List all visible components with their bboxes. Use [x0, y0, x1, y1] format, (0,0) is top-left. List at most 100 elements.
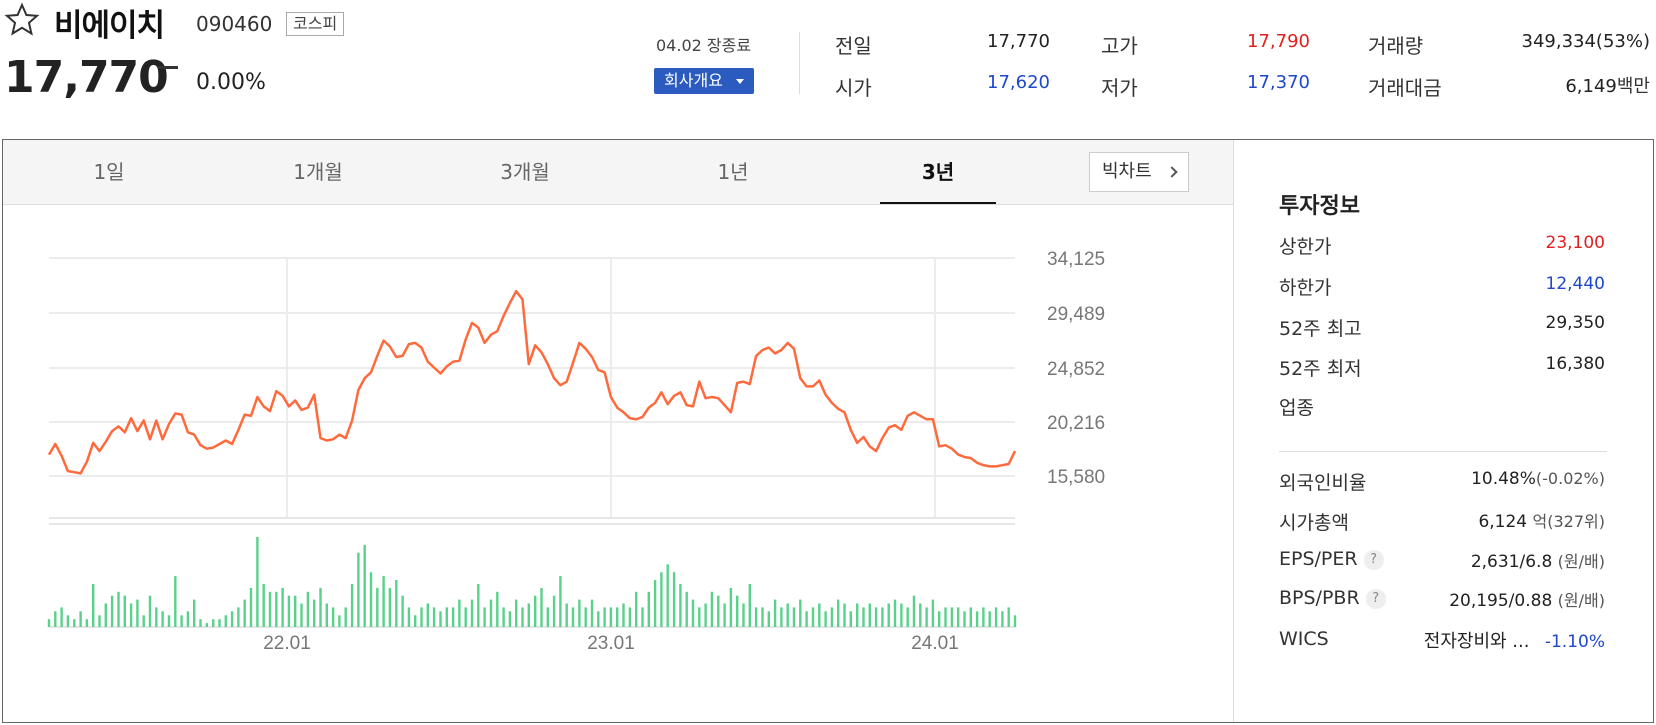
volume-bar	[325, 603, 328, 627]
volume-bar	[603, 607, 606, 627]
volume-bar	[919, 603, 922, 627]
volume-bar	[110, 595, 114, 627]
volume-bar	[489, 599, 493, 627]
volume-bar	[799, 599, 802, 627]
volume-bar	[338, 615, 341, 627]
tab-3months[interactable]: 3개월	[500, 160, 550, 184]
volume-bar	[982, 607, 985, 627]
volume-bar	[92, 584, 95, 627]
x-tick-label: 24.01	[911, 633, 959, 654]
volume-bar	[104, 603, 107, 627]
volume-bar	[439, 611, 442, 627]
volume-bar	[502, 607, 505, 627]
eps-per-value: 2,631/6.8 (원/배)	[1471, 548, 1605, 572]
volume-bar	[534, 595, 537, 627]
market-close-info: 04.02 장종료	[656, 36, 752, 55]
volume-bar	[180, 615, 183, 627]
help-icon[interactable]: ?	[1363, 550, 1384, 570]
volume-bar	[748, 584, 751, 627]
volume-bar	[262, 584, 265, 627]
eps-per-number: 2,631/6.8	[1470, 552, 1553, 572]
trading-amount-unit: 백만	[1616, 76, 1650, 97]
bps-pbr-label: BPS/PBR?	[1279, 587, 1386, 609]
favorite-star-icon[interactable]	[4, 2, 40, 38]
volume-bar	[552, 595, 556, 627]
volume-bar	[306, 591, 310, 627]
open-label: 시가	[835, 76, 872, 100]
tab-1month[interactable]: 1개월	[293, 160, 343, 184]
trading-amount-number: 6,149	[1565, 76, 1617, 97]
no-change-icon	[158, 66, 178, 69]
volume-bar	[975, 611, 979, 627]
big-chart-button[interactable]: 빅차트	[1089, 152, 1189, 192]
volume-bar	[653, 580, 657, 627]
bps-pbr-unit: (원/배)	[1557, 591, 1605, 610]
x-tick-label: 22.01	[263, 633, 311, 654]
high-label: 고가	[1101, 34, 1138, 58]
volume-bar	[938, 611, 941, 627]
volume-bar	[944, 607, 947, 627]
industry-label: 업종	[1279, 397, 1314, 419]
price-chart[interactable]: 34,125 29,489 24,852 20,216 15,580 22.01 23.01…	[3, 205, 1231, 723]
volume-bar	[445, 607, 448, 627]
volume-bar	[609, 607, 613, 627]
volume-bar	[142, 615, 145, 627]
high-value: 17,790	[1247, 31, 1310, 52]
volume-bar	[565, 603, 568, 627]
bps-pbr-number: 20,195/0.88	[1449, 591, 1553, 611]
volume-bar	[710, 591, 714, 627]
volume-bar	[691, 599, 695, 627]
tab-1day[interactable]: 1일	[93, 160, 125, 184]
volume-bar	[881, 607, 884, 627]
foreign-ratio-value: 10.48%(-0.02%)	[1471, 469, 1605, 489]
volume-bar	[925, 607, 928, 627]
wics-value[interactable]: 전자장비와 ... -1.10%	[1424, 627, 1605, 653]
volume-bar	[994, 607, 998, 627]
open-value: 17,620	[987, 72, 1050, 93]
x-tick-label: 23.01	[587, 633, 635, 654]
volume-bar	[546, 607, 549, 627]
market-badge: 코스피	[286, 12, 345, 36]
volume-bar	[117, 591, 120, 627]
volume-label: 거래량	[1368, 34, 1424, 58]
week52-high-label: 52주 최고	[1279, 318, 1362, 340]
volume-bar	[432, 607, 436, 627]
prev-close-value: 17,770	[987, 31, 1050, 52]
tab-1year[interactable]: 1년	[717, 160, 749, 184]
volume-bar	[824, 611, 827, 627]
tab-3years[interactable]: 3년	[921, 160, 955, 184]
volume-bar	[988, 611, 991, 627]
divider	[799, 32, 800, 94]
volume-bar	[1013, 615, 1017, 627]
lower-limit-label: 하한가	[1279, 277, 1332, 299]
volume-bar	[464, 607, 467, 627]
lower-limit-value: 12,440	[1545, 274, 1605, 294]
volume-bar	[237, 607, 240, 627]
volume-bar	[249, 587, 253, 627]
volume-bar	[66, 615, 70, 627]
volume-bar	[230, 611, 234, 627]
volume-bar	[508, 611, 512, 627]
big-chart-label: 빅차트	[1102, 161, 1152, 182]
volume-bar	[698, 607, 701, 627]
help-icon[interactable]: ?	[1365, 589, 1386, 609]
volume-bar	[1007, 607, 1010, 627]
volume-bar	[887, 603, 890, 627]
volume-bar	[786, 603, 789, 627]
price-series-line	[47, 289, 1017, 475]
volume-bar	[496, 591, 499, 627]
volume-bar	[123, 595, 126, 627]
market-cap-label: 시가총액	[1279, 512, 1349, 534]
volume-bar	[811, 607, 815, 627]
volume-bar	[426, 603, 429, 627]
volume-bar	[912, 595, 916, 627]
market-cap-rank: (327위)	[1547, 512, 1605, 531]
volume-bar	[79, 611, 82, 627]
volume-bar	[319, 587, 322, 627]
volume-bar	[780, 607, 783, 627]
company-overview-label: 회사개요	[664, 71, 723, 90]
volume-bar	[369, 572, 373, 627]
company-overview-button[interactable]: 회사개요	[654, 68, 754, 94]
volume-bar	[395, 580, 398, 627]
volume-bar	[590, 599, 594, 627]
